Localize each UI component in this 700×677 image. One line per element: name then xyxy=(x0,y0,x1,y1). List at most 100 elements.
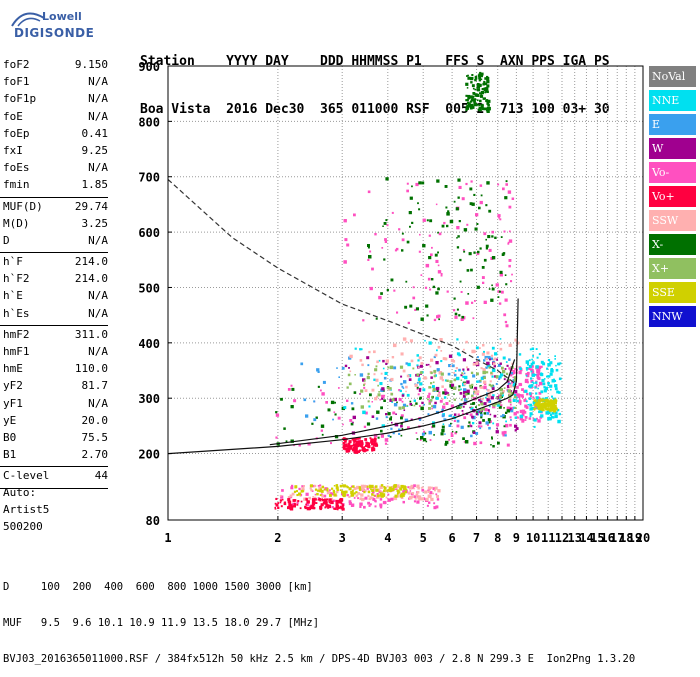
echo-point xyxy=(493,365,496,368)
echo-point xyxy=(373,439,377,443)
echo-point xyxy=(394,494,398,498)
echo-point xyxy=(474,386,478,390)
echo-point xyxy=(473,390,478,395)
echo-point xyxy=(383,399,386,402)
echo-point xyxy=(481,276,485,279)
param-row: C-level 44 xyxy=(0,469,112,486)
echo-point xyxy=(488,410,491,413)
echo-point xyxy=(451,364,455,368)
param-label: h`Es xyxy=(3,306,30,320)
echo-point xyxy=(418,387,422,391)
echo-point xyxy=(500,290,504,294)
echo-point xyxy=(330,400,335,405)
echo-point xyxy=(371,388,375,392)
echo-point xyxy=(345,449,349,453)
echo-point xyxy=(540,365,543,368)
echo-point xyxy=(413,500,416,503)
echo-point xyxy=(431,396,433,398)
echo-point xyxy=(538,372,541,376)
echo-point xyxy=(544,407,546,410)
echo-point xyxy=(478,359,480,361)
echo-point xyxy=(296,501,299,504)
param-label: foF2 xyxy=(3,58,30,71)
echo-point xyxy=(479,71,482,75)
echo-point xyxy=(439,399,443,403)
echo-point xyxy=(508,367,511,370)
echo-point xyxy=(509,423,512,427)
echo-point xyxy=(472,422,475,425)
echo-point xyxy=(359,359,363,362)
param-row: foE N/A xyxy=(0,110,112,127)
echo-point xyxy=(390,427,393,430)
y-tick-label: 900 xyxy=(138,60,160,74)
echo-point xyxy=(515,385,519,389)
echo-point xyxy=(531,358,533,361)
echo-point xyxy=(433,372,436,375)
echo-point xyxy=(377,384,379,387)
echo-point xyxy=(448,439,450,441)
echo-point xyxy=(317,385,320,388)
echo-point xyxy=(393,403,398,407)
echo-point xyxy=(498,395,502,399)
echo-point xyxy=(428,501,431,504)
echo-point xyxy=(383,376,387,380)
echo-point xyxy=(485,357,488,361)
echo-point xyxy=(321,392,325,396)
echo-point xyxy=(435,386,440,391)
echo-point xyxy=(306,500,310,504)
param-row: fmin 1.85 xyxy=(0,178,112,195)
echo-point xyxy=(441,379,444,382)
echo-point xyxy=(305,502,309,506)
echo-point xyxy=(519,367,522,370)
echo-point xyxy=(416,354,419,357)
echo-point xyxy=(336,490,339,494)
echo-point xyxy=(466,269,470,272)
echo-point xyxy=(487,389,490,392)
echo-point xyxy=(432,381,435,384)
echo-point xyxy=(543,386,546,389)
echo-point xyxy=(506,385,510,389)
echo-point xyxy=(359,502,363,506)
echo-point xyxy=(521,409,526,413)
echo-point xyxy=(549,407,552,410)
echo-point xyxy=(435,259,439,263)
echo-point xyxy=(510,280,513,283)
echo-point xyxy=(492,362,496,366)
echo-point xyxy=(390,497,394,501)
echo-point xyxy=(409,304,413,308)
echo-point xyxy=(430,497,434,502)
x-tick-label: 10 xyxy=(526,531,540,545)
echo-point xyxy=(302,490,305,493)
echo-point xyxy=(420,436,424,440)
echo-point xyxy=(508,406,511,410)
echo-point xyxy=(389,417,392,421)
echo-point xyxy=(456,246,460,249)
echo-point xyxy=(549,399,553,402)
echo-point xyxy=(460,379,463,381)
echo-point xyxy=(403,485,406,488)
echo-point xyxy=(356,442,360,446)
echo-point xyxy=(495,423,500,427)
legend-item: NNE xyxy=(649,90,696,111)
autoscale-info: Auto: Artist5 500200 xyxy=(3,484,49,535)
echo-point xyxy=(352,421,354,424)
param-group-critical-freqs: foF2 9.150 foF1 N/A foF1p N/A foE N/A foEp 0.… xyxy=(0,58,112,196)
echo-point xyxy=(458,368,461,372)
param-value: 2.70 xyxy=(81,448,109,462)
echo-point xyxy=(419,233,421,236)
echo-point xyxy=(473,251,476,254)
echo-point xyxy=(504,274,507,276)
echo-point xyxy=(385,359,389,363)
echo-point xyxy=(466,87,469,89)
echo-point xyxy=(409,402,412,406)
echo-point xyxy=(393,289,396,292)
echo-point xyxy=(468,252,472,256)
echo-point xyxy=(535,348,538,350)
echo-point xyxy=(341,507,345,511)
echo-point xyxy=(316,492,319,496)
echo-point xyxy=(473,98,477,101)
echo-point xyxy=(547,404,550,407)
echo-point xyxy=(383,222,387,225)
echo-point xyxy=(511,273,513,276)
echo-point xyxy=(371,415,375,418)
